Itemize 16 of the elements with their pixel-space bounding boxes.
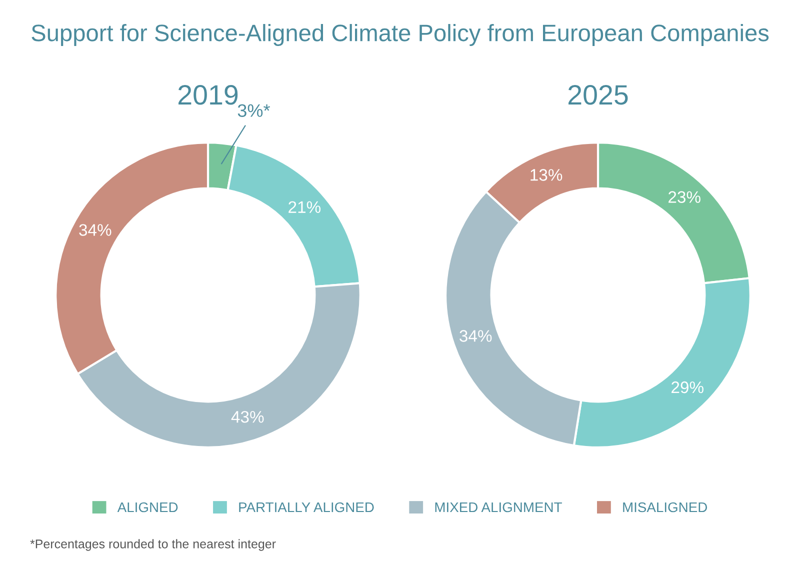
legend-label: ALIGNED <box>117 502 178 512</box>
data-label: 29% <box>672 381 704 394</box>
chart-title: 2025 <box>568 85 628 105</box>
data-label: 3%* <box>238 104 270 117</box>
data-label: 34% <box>79 224 112 236</box>
text: *Percentages rounded to the nearest integer <box>30 539 276 551</box>
legend-label: MIXED ALIGNMENT <box>435 502 562 512</box>
legend-label: PARTIALLY ALIGNED <box>239 502 374 512</box>
text: Support for Science-Aligned Climate Policy from European Companies <box>32 24 769 46</box>
data-label: 43% <box>231 410 264 423</box>
chart-title: 2019 <box>178 85 238 105</box>
data-label: 21% <box>288 201 321 213</box>
data-label: 13% <box>530 169 562 181</box>
data-label: 23% <box>668 191 700 203</box>
data-label: 34% <box>460 330 492 342</box>
legend-label: MISALIGNED <box>623 502 707 512</box>
